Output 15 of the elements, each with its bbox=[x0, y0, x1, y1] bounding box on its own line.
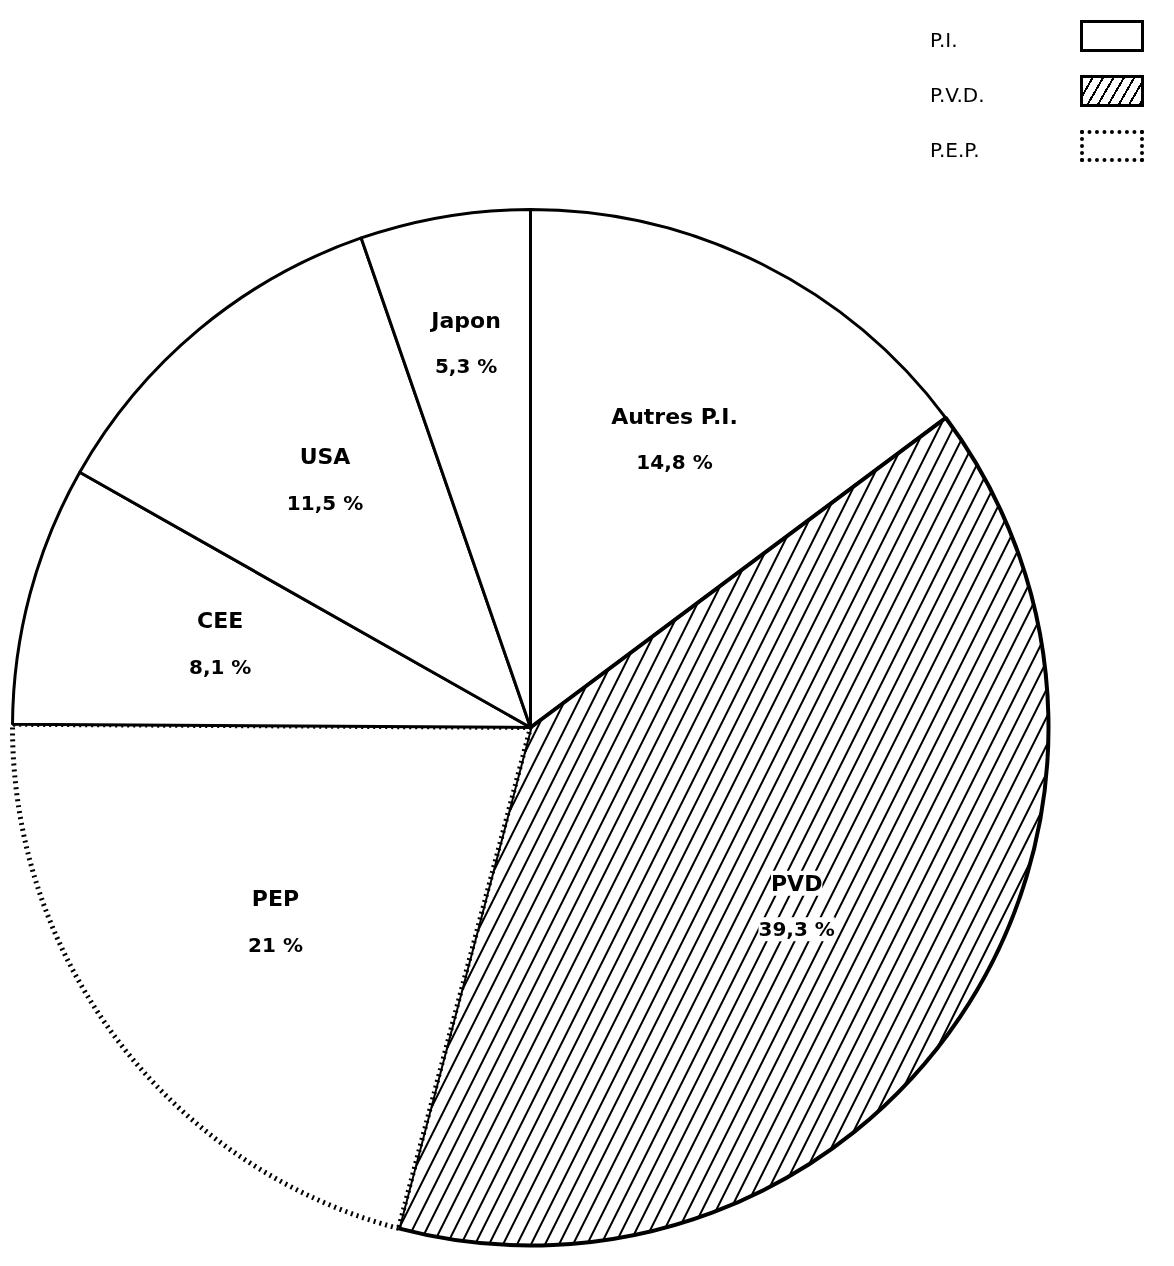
data-label: 14,8 % bbox=[636, 450, 713, 475]
slice-label: Japon bbox=[429, 307, 501, 333]
text: P.E.P. bbox=[930, 138, 980, 162]
slice-label: CEE bbox=[197, 608, 244, 634]
slice-label: PEP bbox=[251, 886, 300, 912]
slice-label: USA bbox=[299, 444, 351, 470]
text: P.V.D. bbox=[930, 83, 985, 107]
data-label: 5,3 % bbox=[434, 354, 498, 379]
data-label: 39,3 % bbox=[758, 917, 835, 942]
data-label: 8,1 % bbox=[188, 654, 252, 679]
slice-label: Autres P.I. bbox=[611, 403, 738, 429]
data-label: 21 % bbox=[248, 932, 303, 957]
data-label: 11,5 % bbox=[286, 490, 364, 515]
text: P.I. bbox=[930, 28, 958, 52]
slice-label: PVD bbox=[770, 870, 823, 896]
